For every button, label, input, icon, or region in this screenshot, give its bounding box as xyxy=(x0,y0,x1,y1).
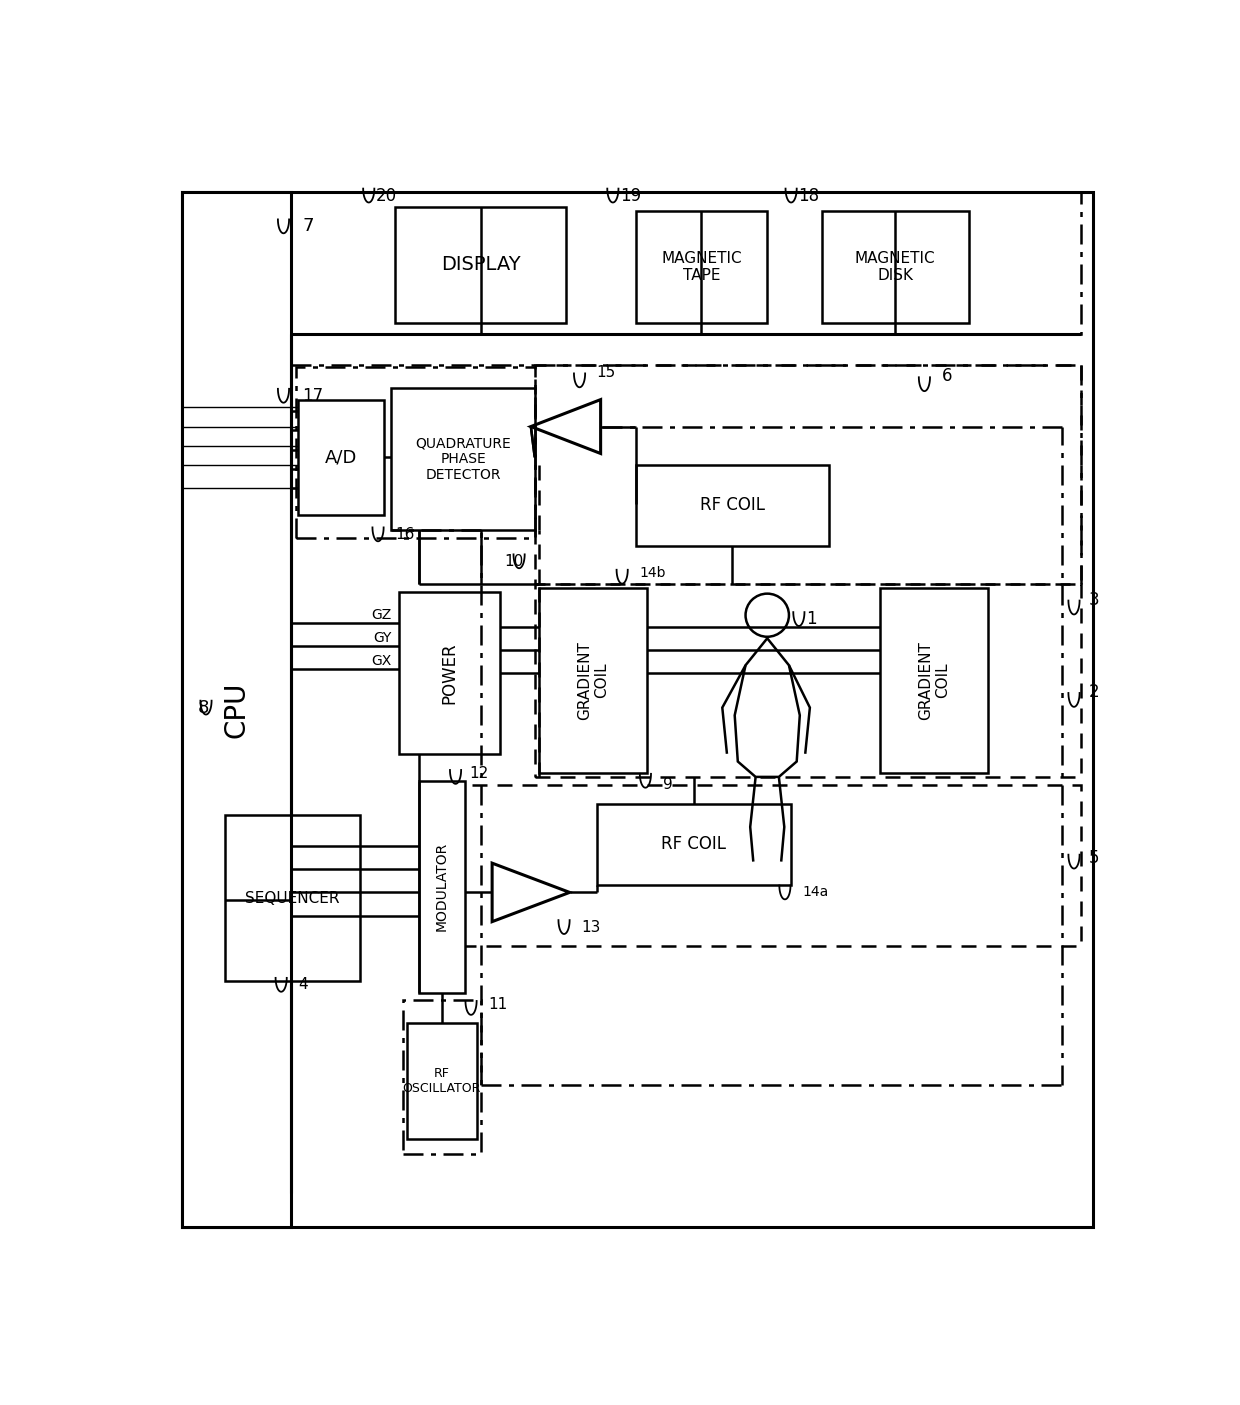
Text: MAGNETIC
DISK: MAGNETIC DISK xyxy=(854,250,935,282)
Text: RF
OSCILLATOR: RF OSCILLATOR xyxy=(403,1066,481,1094)
Bar xyxy=(538,589,647,773)
Bar xyxy=(396,207,565,323)
Text: MODULATOR: MODULATOR xyxy=(435,842,449,932)
Text: 14a: 14a xyxy=(802,885,828,899)
Text: 2: 2 xyxy=(1089,683,1100,701)
Bar xyxy=(399,592,500,754)
Text: 12: 12 xyxy=(469,766,489,781)
Text: RF COIL: RF COIL xyxy=(661,836,727,853)
Text: GY: GY xyxy=(373,631,392,645)
Bar xyxy=(403,1000,481,1154)
Text: 19: 19 xyxy=(620,187,641,205)
Text: 14b: 14b xyxy=(640,566,666,580)
Bar xyxy=(290,191,1081,334)
Text: GRADIENT
COIL: GRADIENT COIL xyxy=(918,641,950,721)
Text: 4: 4 xyxy=(299,978,308,992)
Text: GRADIENT
COIL: GRADIENT COIL xyxy=(577,641,609,721)
Text: RF COIL: RF COIL xyxy=(699,496,765,514)
Bar xyxy=(296,367,534,538)
Text: GZ: GZ xyxy=(371,608,392,622)
Text: 13: 13 xyxy=(582,919,600,934)
Bar xyxy=(392,388,534,531)
Bar xyxy=(299,399,383,516)
Bar xyxy=(534,365,1081,584)
Bar xyxy=(224,815,361,981)
Text: 6: 6 xyxy=(941,368,952,385)
Bar xyxy=(879,589,988,773)
Text: 1: 1 xyxy=(806,610,817,628)
Bar xyxy=(419,781,465,992)
Text: 20: 20 xyxy=(376,187,397,205)
Text: 11: 11 xyxy=(489,996,507,1012)
Text: MAGNETIC
TAPE: MAGNETIC TAPE xyxy=(661,250,742,282)
Text: 16: 16 xyxy=(396,527,414,542)
Text: 3: 3 xyxy=(1089,590,1100,608)
Text: 15: 15 xyxy=(596,365,616,381)
Text: 18: 18 xyxy=(799,187,820,205)
Text: GX: GX xyxy=(371,655,392,669)
Bar xyxy=(821,211,968,323)
Text: 10: 10 xyxy=(503,554,523,569)
Text: CPU: CPU xyxy=(222,681,250,738)
Text: SEQUENCER: SEQUENCER xyxy=(246,891,340,906)
Bar xyxy=(596,804,791,885)
Text: 8: 8 xyxy=(197,698,210,717)
Bar xyxy=(635,465,830,547)
Text: POWER: POWER xyxy=(440,642,459,704)
Text: 5: 5 xyxy=(1089,849,1100,867)
Bar xyxy=(534,584,1081,777)
Text: A/D: A/D xyxy=(325,448,357,466)
Text: 7: 7 xyxy=(303,218,314,236)
Text: 9: 9 xyxy=(662,777,672,792)
Bar xyxy=(182,191,290,1228)
Bar xyxy=(407,1023,476,1139)
Text: DISPLAY: DISPLAY xyxy=(440,256,521,274)
Bar xyxy=(635,211,768,323)
Text: 17: 17 xyxy=(303,386,324,405)
Text: QUADRATURE
PHASE
DETECTOR: QUADRATURE PHASE DETECTOR xyxy=(415,436,511,482)
Bar xyxy=(461,784,1081,947)
